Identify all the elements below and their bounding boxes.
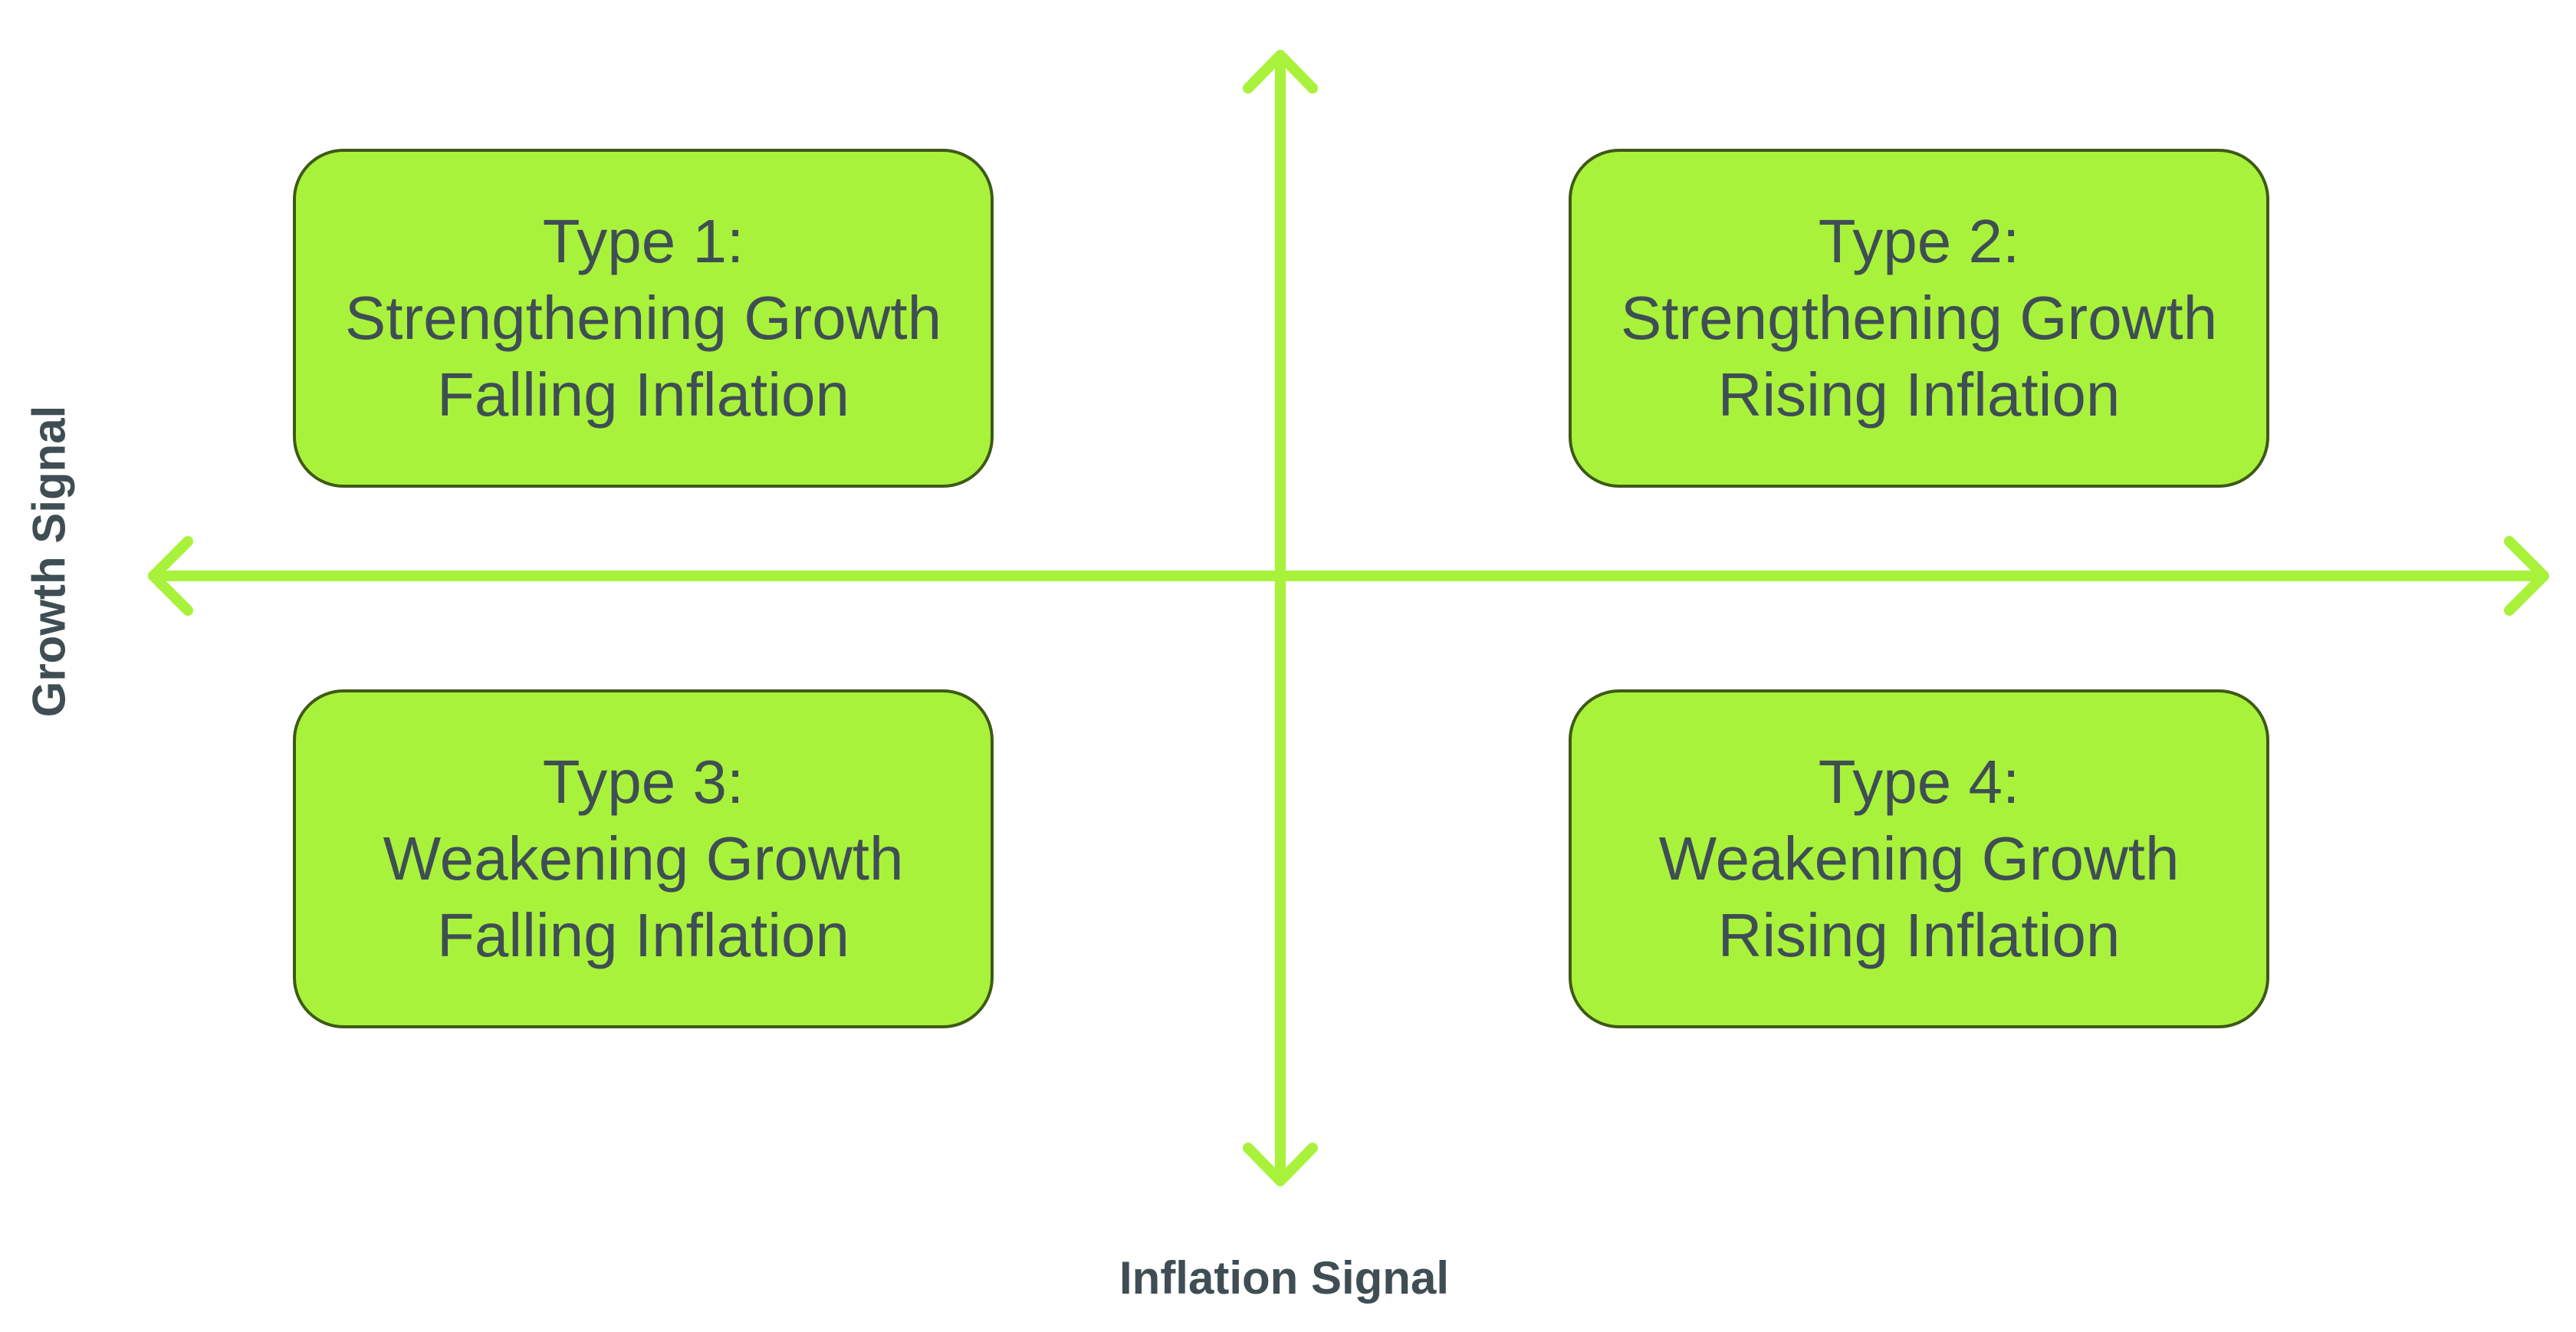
quadrant-type-label: Type 2: xyxy=(1818,207,2020,275)
quadrant-type-3: Type 3: Weakening Growth Falling Inflati… xyxy=(293,689,994,1028)
quadrant-type-4: Type 4: Weakening Growth Rising Inflatio… xyxy=(1569,689,2269,1028)
quadrant-type-1: Type 1: Strengthening Growth Falling Inf… xyxy=(293,149,994,488)
quadrant-growth-label: Weakening Growth xyxy=(383,824,904,893)
quadrant-inflation-label: Rising Inflation xyxy=(1717,901,2121,969)
quadrant-type-2: Type 2: Strengthening Growth Rising Infl… xyxy=(1569,149,2269,488)
right-arrowhead xyxy=(2504,536,2549,616)
quadrant-inflation-label: Falling Inflation xyxy=(436,360,850,429)
quadrant-inflation-label: Falling Inflation xyxy=(436,901,850,969)
up-arrowhead xyxy=(1243,50,1318,94)
quadrant-growth-label: Strengthening Growth xyxy=(344,284,942,352)
left-arrowhead xyxy=(148,536,193,616)
down-arrowhead xyxy=(1243,1143,1318,1186)
quadrant-growth-label: Weakening Growth xyxy=(1658,824,2180,893)
quadrant-type-label: Type 1: xyxy=(542,207,744,275)
quadrant-type-label: Type 3: xyxy=(542,748,744,816)
quadrant-type-label: Type 4: xyxy=(1818,748,2020,816)
x-axis-label: Inflation Signal xyxy=(1119,1252,1449,1304)
quadrant-inflation-label: Rising Inflation xyxy=(1717,360,2121,429)
y-axis-label-text: Growth Signal xyxy=(23,405,75,718)
quadrant-growth-label: Strengthening Growth xyxy=(1620,284,2218,352)
